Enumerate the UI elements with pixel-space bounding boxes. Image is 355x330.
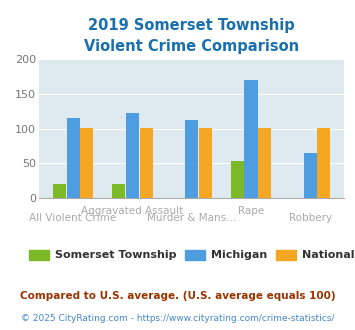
Title: 2019 Somerset Township
Violent Crime Comparison: 2019 Somerset Township Violent Crime Com… [84, 18, 299, 54]
Bar [258, 128, 271, 198]
Bar [112, 184, 125, 198]
Text: Aggravated Assault: Aggravated Assault [81, 206, 184, 215]
Text: Rape: Rape [238, 206, 264, 215]
Bar [304, 153, 317, 198]
Bar [185, 120, 198, 198]
Text: Robbery: Robbery [289, 213, 332, 223]
Bar [80, 128, 93, 198]
Bar [245, 80, 257, 198]
Bar [67, 117, 80, 198]
Bar [126, 113, 139, 198]
Text: All Violent Crime: All Violent Crime [29, 213, 117, 223]
Bar [53, 184, 66, 198]
Text: © 2025 CityRating.com - https://www.cityrating.com/crime-statistics/: © 2025 CityRating.com - https://www.city… [21, 314, 334, 323]
Text: Compared to U.S. average. (U.S. average equals 100): Compared to U.S. average. (U.S. average … [20, 291, 335, 301]
Bar [140, 128, 153, 198]
Bar [231, 161, 244, 198]
Bar [199, 128, 212, 198]
Text: Murder & Mans...: Murder & Mans... [147, 213, 236, 223]
Bar [317, 128, 331, 198]
Legend: Somerset Township, Michigan, National: Somerset Township, Michigan, National [25, 245, 355, 265]
